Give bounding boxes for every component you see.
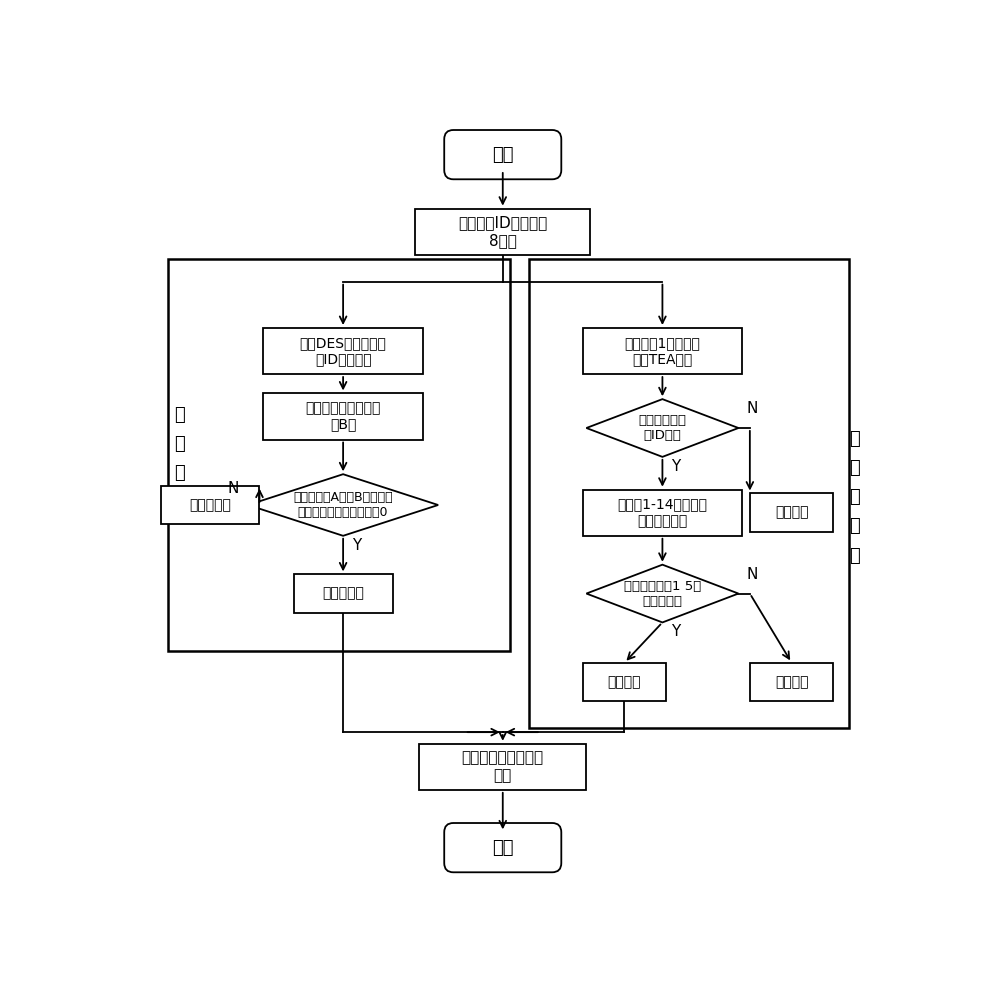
Text: 哈希値与卡片1 5号
数据区相同: 哈希値与卡片1 5号 数据区相同 [624, 580, 701, 608]
Text: Y: Y [672, 624, 681, 639]
Text: 对卡片1-14号数据区
进行哈希运算: 对卡片1-14号数据区 进行哈希运算 [617, 498, 707, 528]
Text: 结束: 结束 [492, 839, 513, 857]
Text: 读卡器读取操作卡片
数据: 读卡器读取操作卡片 数据 [462, 751, 543, 783]
Text: 读取卡片1号数据区
进行TEA解密: 读取卡片1号数据区 进行TEA解密 [625, 336, 700, 366]
Polygon shape [587, 565, 739, 622]
Text: 读
卡
器
认
证: 读 卡 器 认 证 [849, 430, 859, 565]
Text: Y: Y [672, 459, 681, 474]
Bar [749, 493, 834, 532]
Bar [583, 490, 743, 536]
Text: 设置DES密鑰并对扩
展ID进行加密: 设置DES密鑰并对扩 展ID进行加密 [299, 336, 387, 366]
Bar [161, 486, 260, 524]
Text: Y: Y [352, 538, 361, 553]
Bar [583, 328, 743, 374]
Text: 对卡片密码A区与B区进行异
或操作，判断结果是否为0: 对卡片密码A区与B区进行异 或操作，判断结果是否为0 [293, 491, 393, 519]
Bar [583, 663, 666, 701]
Polygon shape [587, 399, 739, 457]
Polygon shape [248, 474, 439, 536]
Text: N: N [228, 481, 239, 496]
Bar [530, 259, 849, 728]
Bar [293, 574, 392, 613]
FancyBboxPatch shape [444, 130, 561, 179]
Text: N: N [746, 567, 757, 582]
Bar [169, 259, 510, 651]
Bar [263, 393, 423, 440]
Text: N: N [746, 401, 757, 416]
Text: 卡片非法: 卡片非法 [775, 506, 808, 520]
Text: 读取卡片ID并扩展为
8字节: 读取卡片ID并扩展为 8字节 [458, 215, 547, 248]
Text: 开始: 开始 [492, 146, 513, 164]
Bar [415, 209, 591, 255]
Text: 将密文存储到卡片密
码B区: 将密文存储到卡片密 码B区 [305, 401, 381, 432]
Bar [419, 744, 587, 790]
FancyBboxPatch shape [444, 823, 561, 872]
Text: 解密结果与扩
展ID相同: 解密结果与扩 展ID相同 [639, 414, 687, 442]
Text: 卡
片
认
证: 卡 片 认 证 [175, 406, 185, 512]
Text: 读卡器非法: 读卡器非法 [189, 498, 231, 512]
Text: 卡片合法: 卡片合法 [607, 675, 642, 689]
Text: 读卡器合法: 读卡器合法 [322, 587, 364, 601]
Text: 卡片非法: 卡片非法 [775, 675, 808, 689]
Bar [263, 328, 423, 374]
Bar [749, 663, 834, 701]
